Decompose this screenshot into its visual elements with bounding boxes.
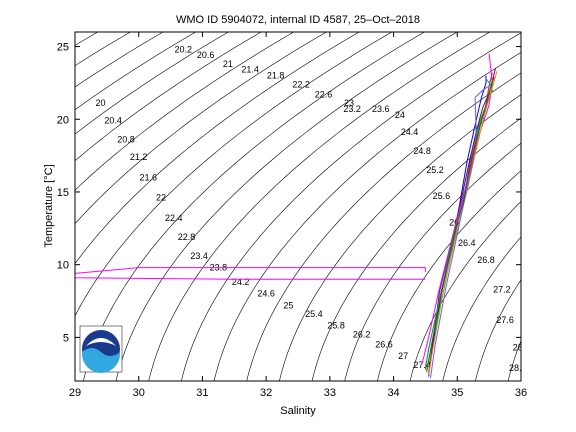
density-isoline	[115, 32, 458, 381]
noaa-logo-gull	[86, 338, 116, 346]
density-isoline-label: 21.8	[267, 71, 285, 81]
density-isoline-label: 28.4	[509, 363, 527, 373]
density-isoline-label: 25.4	[305, 309, 323, 319]
density-isoline	[75, 32, 295, 191]
y-axis: 5 10 15 20 25	[57, 42, 521, 344]
profile-line	[426, 76, 495, 371]
density-isoline	[148, 32, 491, 381]
density-isoline-label: 22.2	[292, 79, 310, 89]
density-isoline	[213, 52, 521, 381]
x-tick-label: 33	[324, 387, 336, 399]
density-isoline	[75, 32, 197, 111]
density-isoline	[75, 32, 262, 162]
density-isoline	[344, 142, 521, 381]
x-axis-title: Salinity	[280, 405, 316, 417]
density-isoline-label: 24.4	[401, 127, 419, 137]
plot-background	[75, 32, 521, 381]
y-tick-label: 5	[63, 332, 69, 344]
density-isoline	[181, 32, 521, 381]
density-isoline-label: 22.8	[178, 232, 196, 242]
density-isoline	[377, 170, 521, 381]
density-isoline	[279, 94, 521, 381]
density-isoline-label: 21	[223, 59, 233, 69]
noaa-logo-wave	[82, 348, 120, 373]
density-isolines	[75, 32, 521, 381]
density-isoline	[75, 32, 327, 225]
x-tick-label: 36	[515, 387, 527, 399]
density-isoline	[75, 32, 229, 135]
density-isoline-label: 26.4	[458, 238, 476, 248]
density-isoline-label: 28	[513, 343, 523, 353]
density-isoline-label: 21.2	[130, 152, 148, 162]
y-tick-label: 15	[57, 187, 69, 199]
density-isoline	[507, 340, 521, 381]
density-isoline-label: 20.2	[175, 44, 193, 54]
density-isoline	[75, 32, 164, 88]
density-isoline-label: 23.4	[190, 251, 208, 261]
y-axis-title: Temperature [°C]	[43, 164, 55, 247]
density-isoline	[442, 236, 521, 381]
density-isoline-label: 25.2	[426, 165, 444, 175]
density-isoline-label: 24.6	[257, 289, 275, 299]
x-tick-label: 30	[133, 387, 145, 399]
x-axis: 29 30 31 32 33 34 35 36	[69, 32, 527, 399]
density-isoline-label: 20.8	[117, 135, 135, 145]
density-isoline	[75, 32, 360, 265]
density-isoline-label: 24	[395, 110, 405, 120]
x-tick-label: 34	[387, 387, 399, 399]
density-isoline	[246, 72, 521, 381]
density-isoline-label: 26.6	[375, 340, 393, 350]
x-tick-label: 29	[69, 387, 81, 399]
density-isoline-label: 22	[156, 193, 166, 203]
x-tick-label: 31	[196, 387, 208, 399]
y-tick-label: 10	[57, 260, 69, 272]
profile-line	[75, 267, 426, 280]
density-isoline-label: 21.6	[140, 172, 158, 182]
density-isoline-label: 26.8	[477, 255, 495, 265]
density-isoline-label: 22.6	[315, 89, 333, 99]
density-isoline-label: 21.4	[241, 65, 259, 75]
density-isoline-label: 22.4	[165, 213, 183, 223]
profile-line	[430, 85, 490, 379]
density-isoline-label: 26	[449, 217, 459, 227]
density-isoline-label: 26.2	[353, 329, 371, 339]
density-isoline-label: 25	[283, 300, 293, 310]
density-isoline-label: 24.2	[232, 277, 250, 287]
x-tick-label: 35	[451, 387, 463, 399]
y-tick-label: 25	[57, 42, 69, 54]
profile-lines	[75, 53, 498, 379]
x-tick-label: 32	[260, 387, 272, 399]
density-isoline	[475, 279, 521, 381]
density-isoline-label: 20	[95, 98, 105, 108]
density-isoline	[75, 32, 393, 317]
noaa-logo	[79, 325, 123, 373]
profile-line	[428, 71, 498, 376]
axes-frame	[74, 31, 522, 382]
y-tick-label: 20	[57, 114, 69, 126]
density-isoline-label: 27.2	[493, 284, 511, 294]
density-isoline-label: 25.8	[327, 321, 345, 331]
density-isoline-label: 23.6	[372, 104, 390, 114]
density-isoline-label: 23.2	[343, 104, 361, 114]
density-isoline-label: 27	[398, 351, 408, 361]
density-isoline-label: 20.4	[104, 116, 122, 126]
density-isoline	[409, 200, 521, 381]
density-isoline-label: 27.6	[496, 315, 514, 325]
density-isoline-label: 27.4	[413, 360, 431, 370]
density-isoline-label: 20.6	[197, 50, 215, 60]
chart-title: WMO ID 5904072, internal ID 4587, 25–Oct…	[176, 14, 420, 26]
density-isoline-label: 24.8	[413, 146, 431, 156]
density-isoline-label: 25.6	[433, 191, 451, 201]
density-isoline	[311, 117, 521, 381]
density-isoline-label: 23	[344, 98, 354, 108]
